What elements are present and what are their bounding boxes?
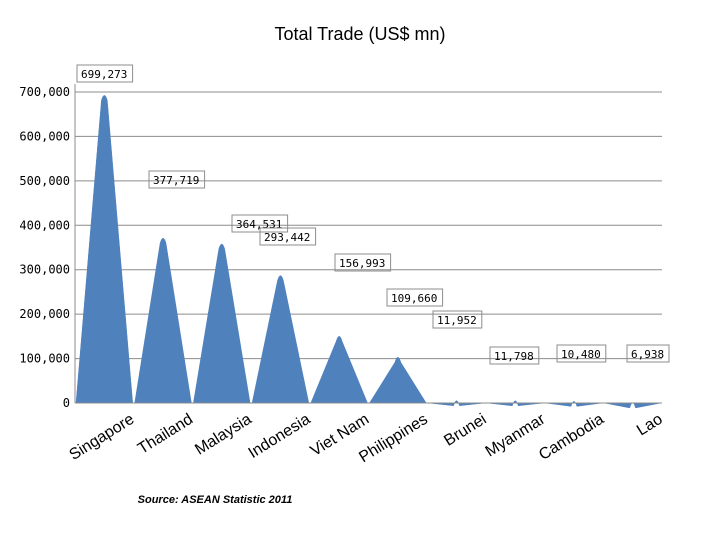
data-label: 11,798 bbox=[494, 350, 534, 363]
x-tick-label: Thailand bbox=[135, 411, 196, 458]
peak-thailand bbox=[134, 237, 192, 404]
data-label-box bbox=[489, 346, 540, 365]
data-label: 6,938 bbox=[631, 348, 664, 361]
data-label: 10,480 bbox=[561, 348, 601, 361]
data-label-box bbox=[386, 288, 444, 307]
y-tick-label: 600,000 bbox=[19, 129, 70, 143]
y-tick-label: 100,000 bbox=[19, 352, 70, 366]
x-tick-label: Brunei bbox=[441, 411, 489, 450]
y-tick-label: 400,000 bbox=[19, 218, 70, 232]
y-tick-label: 700,000 bbox=[19, 85, 70, 99]
data-label-box bbox=[432, 310, 483, 329]
data-label: 364,531 bbox=[236, 218, 282, 231]
y-tick-label: 300,000 bbox=[19, 263, 70, 277]
data-label: 377,719 bbox=[153, 174, 199, 187]
source-note: Source: ASEAN Statistic 2011 bbox=[138, 494, 293, 506]
peak-malaysia bbox=[193, 243, 251, 404]
peak-lao bbox=[604, 402, 662, 409]
peak-philippines bbox=[369, 357, 427, 404]
series-peaks bbox=[75, 95, 662, 409]
data-label: 156,993 bbox=[339, 257, 385, 270]
peak-myanmar bbox=[486, 400, 544, 407]
data-label: 109,660 bbox=[391, 292, 437, 305]
data-label-box bbox=[334, 253, 392, 272]
peak-singapore bbox=[75, 95, 133, 404]
data-label: 293,442 bbox=[264, 231, 310, 244]
x-tick-label: Singapore bbox=[66, 411, 137, 464]
peak-indonesia bbox=[251, 275, 310, 404]
y-tick-label: 500,000 bbox=[19, 174, 70, 188]
data-label-box bbox=[76, 64, 134, 83]
data-label-box bbox=[626, 344, 670, 363]
y-tick-label: 0 bbox=[63, 396, 70, 410]
peak-viet-nam bbox=[310, 336, 368, 404]
data-label-box bbox=[148, 170, 206, 189]
x-tick-label: Indonesia bbox=[246, 411, 314, 462]
data-label: 699,273 bbox=[81, 68, 127, 81]
axes bbox=[74, 84, 662, 404]
y-axis-ticks: 0 100,000 200,000 300,000 400,000 500,000 600,… bbox=[19, 85, 70, 410]
data-label: 11,952 bbox=[437, 314, 477, 327]
chart-title: Total Trade (US$ mn) bbox=[274, 24, 445, 44]
data-label-box bbox=[556, 344, 607, 363]
x-tick-label: Cambodia bbox=[536, 411, 607, 464]
peak-cambodia bbox=[545, 401, 603, 407]
data-label-box bbox=[259, 227, 317, 246]
peak-brunei bbox=[428, 400, 485, 406]
y-tick-label: 200,000 bbox=[19, 307, 70, 321]
x-tick-label: Lao bbox=[634, 411, 666, 440]
x-tick-label: Malaysia bbox=[192, 411, 255, 459]
